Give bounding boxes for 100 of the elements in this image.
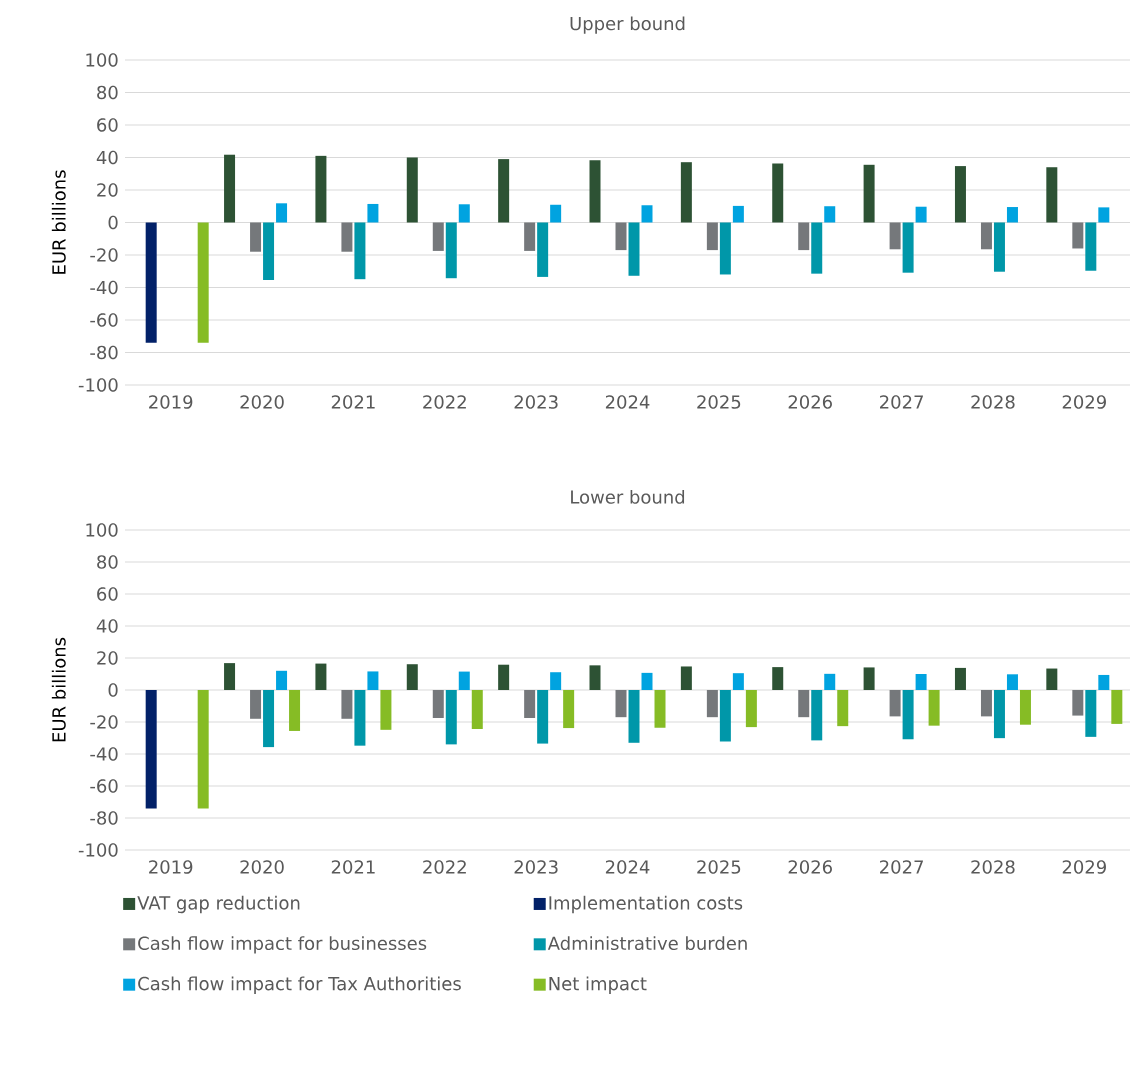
x-tick-label: 2025 xyxy=(697,395,741,409)
bar xyxy=(197,689,209,809)
x-tick-label: 2022 xyxy=(423,395,466,409)
y-tick-label: 60 xyxy=(97,118,118,132)
y-tick-label: -40 xyxy=(90,747,118,761)
x-tick-label: 2022 xyxy=(423,860,466,874)
bar xyxy=(993,222,1005,272)
x-tick-label: 2023 xyxy=(514,395,558,409)
bar xyxy=(811,222,823,274)
bar xyxy=(1085,222,1097,271)
y-tick-label: 80 xyxy=(97,85,118,100)
bar xyxy=(1072,222,1084,249)
bar xyxy=(289,689,301,731)
bar xyxy=(367,671,379,690)
bar xyxy=(980,222,992,250)
bar xyxy=(315,155,327,223)
y-tick-label: -80 xyxy=(90,811,118,825)
bar xyxy=(458,204,470,223)
bar xyxy=(641,205,653,223)
bar xyxy=(719,222,731,275)
y-tick-label: 60 xyxy=(97,587,118,601)
bar xyxy=(550,204,562,223)
bar xyxy=(263,222,275,280)
x-tick-label: 2019 xyxy=(149,860,193,874)
bar xyxy=(367,203,379,223)
chart-title: Lower bound xyxy=(571,489,685,504)
bar xyxy=(628,689,640,743)
legend-label: VAT gap reduction xyxy=(137,895,300,914)
y-tick-label: 0 xyxy=(108,215,118,230)
bar xyxy=(980,689,992,717)
bar xyxy=(550,672,562,690)
bar xyxy=(563,689,575,729)
y-tick-label: -20 xyxy=(90,248,118,262)
bar xyxy=(354,222,366,280)
x-tick-label: 2029 xyxy=(1062,395,1106,409)
bar xyxy=(615,222,627,251)
x-tick-label: 2027 xyxy=(880,395,923,409)
x-tick-label: 2025 xyxy=(697,860,741,874)
bar xyxy=(706,222,718,251)
bar xyxy=(432,689,444,718)
y-tick-label: -100 xyxy=(78,378,118,392)
y-tick-label: 20 xyxy=(97,183,118,197)
bar xyxy=(1098,674,1110,690)
bar xyxy=(772,667,784,690)
legend-label: Implementation costs xyxy=(549,895,743,914)
bar xyxy=(276,670,288,690)
bar xyxy=(706,689,718,718)
legend-label: Administrative burden xyxy=(547,936,747,951)
y-tick-label: -80 xyxy=(90,345,118,360)
bar xyxy=(341,222,353,252)
y-tick-label: 40 xyxy=(96,619,118,633)
y-tick-label: -60 xyxy=(90,313,118,327)
y-tick-label: 20 xyxy=(97,651,118,665)
bar xyxy=(537,689,549,744)
bar xyxy=(902,222,914,273)
x-tick-label: 2024 xyxy=(605,860,650,874)
bar xyxy=(589,160,601,223)
bar xyxy=(1111,689,1123,724)
bar xyxy=(1019,689,1031,725)
y-axis-title: EUR billions xyxy=(51,637,66,742)
bar xyxy=(250,689,262,719)
x-tick-label: 2023 xyxy=(514,860,558,874)
bar xyxy=(824,673,836,690)
bar xyxy=(628,222,640,276)
bar xyxy=(589,665,601,690)
bar xyxy=(524,689,536,718)
x-tick-label: 2020 xyxy=(240,395,284,409)
bar xyxy=(889,222,901,250)
x-tick-label: 2024 xyxy=(605,395,650,409)
bar xyxy=(354,689,366,746)
bar xyxy=(276,203,288,223)
x-tick-label: 2021 xyxy=(331,395,375,409)
bar xyxy=(993,689,1005,739)
chart-title: Upper bound xyxy=(570,16,685,34)
bar xyxy=(145,689,157,809)
y-tick-label: 100 xyxy=(86,523,118,537)
legend-label: Cash flow impact for businesses xyxy=(138,936,427,954)
x-tick-label: 2026 xyxy=(788,395,832,409)
x-tick-label: 2020 xyxy=(240,860,284,874)
bar xyxy=(458,671,470,690)
y-tick-label: 40 xyxy=(96,150,118,165)
x-tick-label: 2029 xyxy=(1062,860,1106,874)
x-tick-label: 2028 xyxy=(971,860,1015,874)
bar xyxy=(224,154,236,223)
bar xyxy=(498,159,510,223)
bar xyxy=(1006,674,1018,690)
y-axis-title: EUR billions xyxy=(51,170,66,274)
x-tick-label: 2019 xyxy=(149,395,193,409)
bar xyxy=(732,205,744,223)
bar xyxy=(811,689,823,741)
x-tick-label: 2026 xyxy=(788,860,832,874)
bar xyxy=(224,663,236,690)
bar xyxy=(798,689,810,718)
y-tick-label: -100 xyxy=(78,843,118,857)
legend-label: Cash flow impact for Tax Authorities xyxy=(138,976,461,994)
bar xyxy=(445,689,457,745)
bar xyxy=(889,689,901,717)
bar xyxy=(863,667,875,690)
y-tick-label: 100 xyxy=(86,53,118,67)
bar xyxy=(680,162,692,223)
